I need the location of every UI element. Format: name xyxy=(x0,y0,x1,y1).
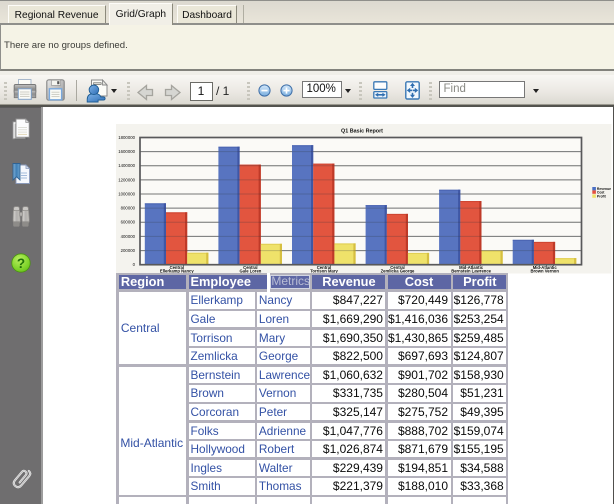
svg-text:200000: 200000 xyxy=(121,248,136,253)
svg-text:1000000: 1000000 xyxy=(118,191,135,196)
svg-text:Mid-Atlantic: Mid-Atlantic xyxy=(533,265,558,270)
svg-text:Central: Central xyxy=(170,265,184,270)
svg-text:Torrison Mary: Torrison Mary xyxy=(310,269,338,274)
svg-text:Gale Loren: Gale Loren xyxy=(239,269,261,274)
svg-text:Profit: Profit xyxy=(597,194,607,198)
svg-text:Central: Central xyxy=(317,265,331,270)
svg-text:?: ? xyxy=(17,256,25,271)
svg-text:Bernstein Lawrence: Bernstein Lawrence xyxy=(451,269,491,274)
svg-text:Central: Central xyxy=(390,265,404,270)
svg-text:Revenue: Revenue xyxy=(597,187,611,191)
svg-text:1600000: 1600000 xyxy=(118,149,135,154)
svg-text:1200000: 1200000 xyxy=(118,177,135,182)
svg-text:Zemlicka George: Zemlicka George xyxy=(381,269,415,274)
svg-text:400000: 400000 xyxy=(121,234,136,239)
svg-text:1800000: 1800000 xyxy=(118,135,135,140)
svg-text:Q1 Basic Report: Q1 Basic Report xyxy=(341,129,383,135)
svg-text:Mid-Atlantic: Mid-Atlantic xyxy=(459,265,484,270)
svg-text:Brown Vernon: Brown Vernon xyxy=(531,269,560,274)
svg-text:0: 0 xyxy=(133,262,136,267)
svg-text:600000: 600000 xyxy=(121,220,136,225)
svg-text:800000: 800000 xyxy=(121,206,136,211)
svg-text:Cost: Cost xyxy=(597,190,605,194)
svg-text:1400000: 1400000 xyxy=(118,163,135,168)
svg-text:Central: Central xyxy=(243,265,257,270)
svg-text:Ellerkamp Nancy: Ellerkamp Nancy xyxy=(160,269,194,274)
